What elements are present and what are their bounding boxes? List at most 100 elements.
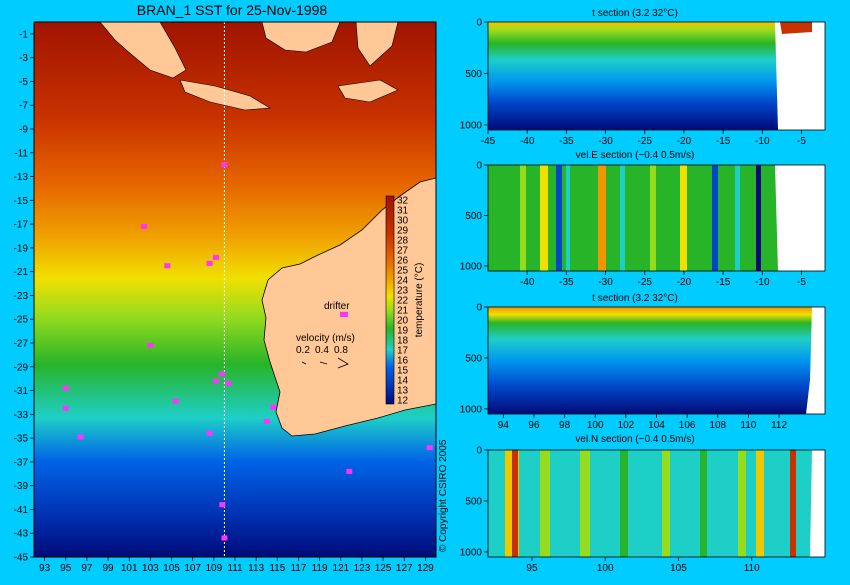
colorbar-tick-label: 24 <box>397 276 409 287</box>
section-y-tick-label: 1000 <box>460 547 483 558</box>
colorbar-tick-label: 13 <box>397 386 409 397</box>
section-x-tick-label: -35 <box>559 136 574 147</box>
drifter-legend-marker <box>340 312 348 317</box>
map-x-ticks: 93 95 97 99 101 103 105 107 109 111 113 115 117 119 12… <box>39 557 434 574</box>
map-x-tick-label: 97 <box>81 563 93 574</box>
drifter-marker <box>212 378 219 384</box>
section-x-tick-label: 95 <box>526 563 538 574</box>
section-x-tick-label: -10 <box>755 136 770 147</box>
section-x-tick-label: -10 <box>755 277 770 288</box>
map-y-tick-label: -43 <box>14 529 29 540</box>
section-x-tick-label: 102 <box>618 420 635 431</box>
map-y-tick-label: -39 <box>14 481 29 492</box>
map-x-tick-label: 99 <box>102 563 114 574</box>
section-x-tick-label: -30 <box>598 277 613 288</box>
colorbar-ticks: 3231302928272625242322212019181716151413… <box>397 196 409 407</box>
section-x-tick-label: -40 <box>520 136 535 147</box>
drifter-legend-label: drifter <box>324 301 350 312</box>
section-y-tick-label: 500 <box>465 496 482 507</box>
colorbar-tick-label: 29 <box>397 226 409 237</box>
drifter-marker <box>225 380 232 386</box>
drifter-marker <box>147 342 154 348</box>
drifter-marker <box>77 434 84 440</box>
colorbar-tick-label: 30 <box>397 216 409 227</box>
drifter-marker <box>62 385 69 391</box>
copyright: © Copyright CSIRO 2005 <box>438 439 449 552</box>
panel-4-title: vel.N section (−0.4 0.5m/s) <box>575 434 694 445</box>
map-y-tick-label: -25 <box>14 315 29 326</box>
section-y-tick-label: 1000 <box>460 404 483 415</box>
map-y-tick-label: -1 <box>19 29 28 40</box>
colorbar-tick-label: 20 <box>397 316 409 327</box>
colorbar-tick-label: 14 <box>397 376 409 387</box>
map-x-tick-label: 113 <box>248 563 264 574</box>
map-x-tick-label: 129 <box>417 563 434 574</box>
section-x-tick-label: -20 <box>677 136 692 147</box>
map-x-tick-label: 107 <box>184 563 201 574</box>
map-x-tick-label: 93 <box>39 563 51 574</box>
colorbar-tick-label: 25 <box>397 266 409 277</box>
section-x-tick-label: 94 <box>498 420 510 431</box>
colorbar-tick-label: 26 <box>397 256 409 267</box>
section-panel-1: t section (3.2 32°C) -45 -40 -35 -30 -25 -20 -… <box>460 8 826 147</box>
section-x-tick-label: 104 <box>648 420 665 431</box>
section-y-tick-label: 0 <box>476 303 482 314</box>
land-sulawesi <box>355 22 399 67</box>
colorbar-tick-label: 21 <box>397 306 409 317</box>
drifter-marker <box>206 430 213 436</box>
drifter-marker <box>172 398 179 404</box>
panel-2-title: vel.E section (−0.4 0.5m/s) <box>576 150 695 161</box>
map-x-tick-label: 117 <box>290 563 306 574</box>
section-y-tick-label: 0 <box>476 161 482 172</box>
section-x-tick-label: 108 <box>709 420 726 431</box>
colorbar-tick-label: 17 <box>397 346 409 357</box>
drifter-marker <box>141 223 148 229</box>
colorbar-tick-label: 23 <box>397 286 409 297</box>
map-title: BRAN_1 SST for 25-Nov-1998 <box>137 2 328 18</box>
drifter-marker <box>219 371 226 377</box>
section-y-tick-label: 1000 <box>460 261 483 272</box>
map-y-tick-label: -17 <box>14 220 29 231</box>
map-x-tick-label: 105 <box>163 563 180 574</box>
section-panel-4: vel.N section (−0.4 0.5m/s) 95 100 105 110 0… <box>460 434 826 574</box>
map-y-tick-label: -23 <box>14 291 29 302</box>
section-x-tick-label: -15 <box>716 136 731 147</box>
map-x-tick-label: 109 <box>205 563 222 574</box>
drifter-marker <box>164 263 171 269</box>
map-x-tick-label: 111 <box>227 563 243 574</box>
land-indonesia <box>99 22 187 79</box>
colorbar-tick-label: 15 <box>397 366 409 377</box>
section-x-tick-label: -25 <box>638 136 653 147</box>
section-x-tick-label: -20 <box>677 277 692 288</box>
map-y-tick-label: -3 <box>19 53 28 64</box>
velocity-scale-3: 0.8 <box>334 345 348 356</box>
section-y-tick-label: 0 <box>476 446 482 457</box>
map-y-tick-label: -13 <box>14 172 29 183</box>
section-x-tick-label: 98 <box>559 420 571 431</box>
map-y-tick-label: -21 <box>14 267 29 278</box>
drifter-marker <box>346 468 353 474</box>
drifter-marker <box>221 535 228 541</box>
panel-1-title: t section (3.2 32°C) <box>592 8 678 19</box>
section-y-tick-label: 500 <box>465 353 482 364</box>
map-x-tick-label: 101 <box>121 563 138 574</box>
velocity-legend-label: velocity (m/s) <box>296 333 355 344</box>
map-y-ticks: -1 -3 -5 -7 -9 -11 -13 -15 -17 -19 -21 -23 -25 -27 -29… <box>14 29 34 564</box>
map-y-tick-label: -33 <box>14 410 29 421</box>
map-y-tick-label: -15 <box>14 196 29 207</box>
land-java <box>179 79 271 111</box>
colorbar-tick-label: 18 <box>397 336 409 347</box>
map-y-tick-label: -29 <box>14 362 29 373</box>
panel-3-title: t section (3.2 32°C) <box>592 293 678 304</box>
map-x-tick-label: 115 <box>269 563 285 574</box>
colorbar-tick-label: 12 <box>397 396 409 407</box>
drifter-marker <box>263 418 270 424</box>
map-y-tick-label: -31 <box>14 386 29 397</box>
colorbar-tick-label: 28 <box>397 236 409 247</box>
section-y-tick-label: 500 <box>465 69 482 80</box>
colorbar-tick-label: 22 <box>397 296 409 307</box>
drifter-marker <box>219 502 226 508</box>
velocity-scale-1: 0.2 <box>296 345 310 356</box>
section-panel-2: vel.E section (−0.4 0.5m/s) -40 -35 -30 -25… <box>460 150 826 288</box>
